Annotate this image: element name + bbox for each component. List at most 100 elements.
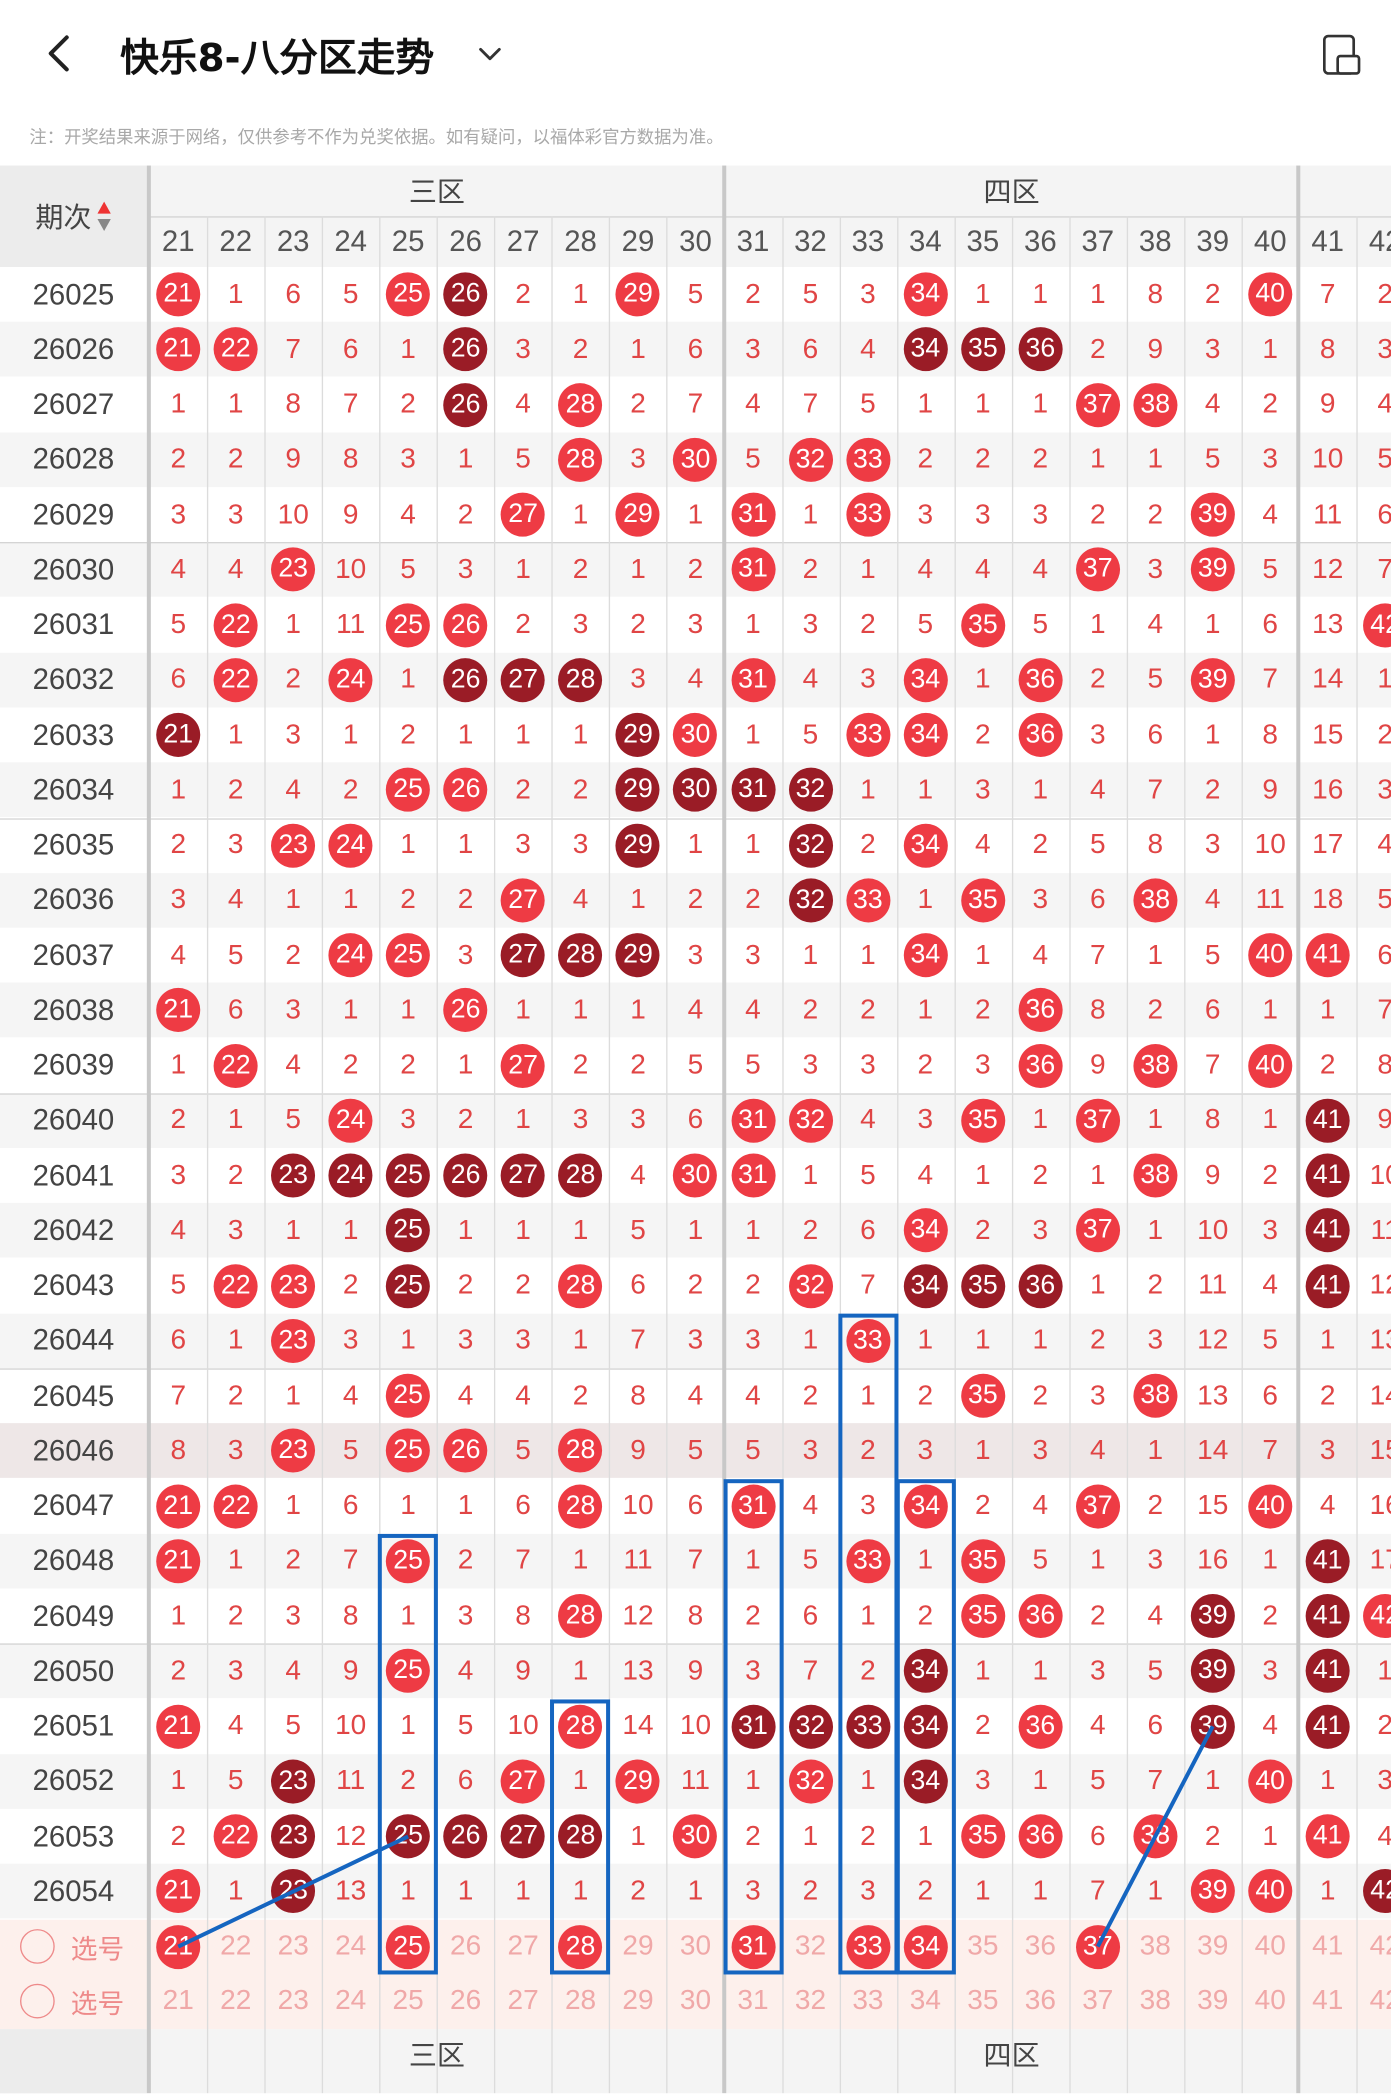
trend-cell: 5 (1184, 928, 1241, 983)
chevron-left-icon[interactable] (40, 29, 83, 77)
select-cell[interactable]: 26 (437, 1974, 494, 2029)
select-cell[interactable]: 28 (552, 1974, 609, 2029)
trend-cell: 8 (1127, 267, 1184, 322)
trend-cell: 1 (379, 818, 436, 873)
trend-cell: 22 (207, 597, 264, 652)
trend-cell: 5 (839, 1148, 896, 1203)
miss-count: 1 (745, 608, 761, 640)
select-cell[interactable]: 35 (954, 1919, 1011, 1974)
trend-cell: 30 (667, 1809, 724, 1864)
trend-cell: 25 (379, 1423, 436, 1478)
select-cell[interactable]: 22 (207, 1919, 264, 1974)
number-ball: 31 (730, 767, 775, 813)
number-ball: 24 (328, 1153, 373, 1198)
trend-cell: 40 (1241, 1754, 1298, 1809)
select-cell[interactable]: 39 (1184, 1919, 1241, 1974)
select-cell[interactable]: 30 (667, 1919, 724, 1974)
select-cell[interactable]: 24 (322, 1974, 379, 2029)
select-cell[interactable]: 23 (264, 1919, 321, 1974)
number-ball: 22 (213, 657, 258, 702)
trend-cell: 7 (609, 1313, 666, 1368)
trend-cell: 2 (207, 1368, 264, 1423)
miss-count: 2 (400, 1765, 416, 1796)
select-cell[interactable]: 38 (1127, 1919, 1184, 1974)
period-cell: 26038 (32, 992, 115, 1027)
miss-count: 5 (745, 1049, 761, 1081)
select-cell[interactable]: 33 (839, 1974, 896, 2029)
select-cell[interactable]: 29 (609, 1919, 666, 1974)
trend-cell: 13 (1356, 1313, 1391, 1368)
select-cell[interactable]: 39 (1184, 1974, 1241, 2029)
select-cell[interactable]: 36 (1012, 1974, 1069, 2029)
trend-cell: 5 (379, 542, 436, 597)
select-cell[interactable]: 33 (839, 1919, 896, 1974)
miss-count: 7 (860, 1269, 876, 1301)
number-ball: 23 (271, 1759, 316, 1804)
trend-cell: 18 (1299, 873, 1356, 928)
select-cell[interactable]: 32 (782, 1919, 839, 1974)
select-cell[interactable]: 21 (150, 1919, 207, 1974)
trend-cell: 2 (839, 1809, 896, 1864)
select-cell[interactable]: 23 (264, 1974, 321, 2029)
select-cell[interactable]: 29 (609, 1974, 666, 2029)
trend-cell: 28 (552, 1809, 609, 1864)
select-cell[interactable]: 34 (897, 1919, 954, 1974)
select-cell[interactable]: 36 (1012, 1919, 1069, 1974)
select-cell[interactable]: 32 (782, 1974, 839, 2029)
select-cell[interactable]: 41 (1299, 1919, 1356, 1974)
period-cell: 26049 (32, 1598, 115, 1633)
select-cell[interactable]: 35 (954, 1974, 1011, 2029)
miss-count: 4 (917, 553, 934, 585)
radio-icon[interactable] (20, 1984, 55, 2019)
select-cell[interactable]: 22 (207, 1974, 264, 2029)
select-cell[interactable]: 31 (724, 1919, 781, 1974)
trend-cell: 39 (1184, 1589, 1241, 1644)
trend-cell: 8 (1241, 708, 1298, 763)
select-cell[interactable]: 31 (724, 1974, 781, 2029)
select-cell[interactable]: 34 (897, 1974, 954, 2029)
select-row-toggle[interactable]: 选号 (0, 1974, 147, 2029)
select-cell[interactable]: 42 (1356, 1919, 1391, 1974)
select-cell[interactable]: 21 (150, 1974, 207, 2029)
select-cell[interactable]: 38 (1127, 1974, 1184, 2029)
miss-count: 2 (630, 1049, 646, 1081)
group-divider (0, 1643, 1391, 1646)
period-cell: 26052 (32, 1763, 115, 1798)
select-cell[interactable]: 25 (379, 1974, 436, 2029)
select-cell[interactable]: 40 (1241, 1974, 1298, 2029)
select-cell[interactable]: 41 (1299, 1974, 1356, 2029)
number-ball: 32 (788, 767, 833, 813)
select-cell[interactable]: 37 (1069, 1919, 1126, 1974)
trend-cell: 2 (437, 1534, 494, 1589)
select-cell[interactable]: 37 (1069, 1974, 1126, 2029)
chevron-down-icon[interactable] (470, 35, 510, 72)
miss-count: 1 (170, 773, 187, 805)
sort-icon[interactable] (95, 200, 111, 232)
trend-cell: 1 (1012, 1864, 1069, 1919)
trend-cell: 8 (1299, 322, 1356, 377)
radio-icon[interactable] (20, 1929, 55, 1964)
miss-count: 2 (860, 994, 876, 1025)
trend-cell: 10 (1356, 1148, 1391, 1203)
period-sort-header[interactable]: 期次 (0, 165, 147, 267)
select-cell[interactable]: 28 (552, 1919, 609, 1974)
trend-cell: 6 (667, 1093, 724, 1148)
trend-cell: 1 (552, 708, 609, 763)
trend-cell: 42 (1356, 1589, 1391, 1644)
trend-cell: 23 (264, 1423, 321, 1478)
screen-rotate-icon[interactable] (1316, 29, 1367, 80)
select-cell[interactable]: 40 (1241, 1919, 1298, 1974)
select-cell[interactable]: 30 (667, 1974, 724, 2029)
miss-count: 3 (572, 1104, 589, 1136)
selectable-number: 39 (1197, 1930, 1229, 1962)
select-cell[interactable]: 42 (1356, 1974, 1391, 2029)
miss-count: 12 (622, 1599, 654, 1631)
trend-cell: 1 (954, 1313, 1011, 1368)
select-cell[interactable]: 27 (494, 1919, 551, 1974)
trend-cell: 1 (724, 708, 781, 763)
select-cell[interactable]: 27 (494, 1974, 551, 2029)
select-row-toggle[interactable]: 选号 (0, 1919, 147, 1974)
select-cell[interactable]: 24 (322, 1919, 379, 1974)
select-cell[interactable]: 26 (437, 1919, 494, 1974)
trend-cell: 9 (1299, 377, 1356, 432)
